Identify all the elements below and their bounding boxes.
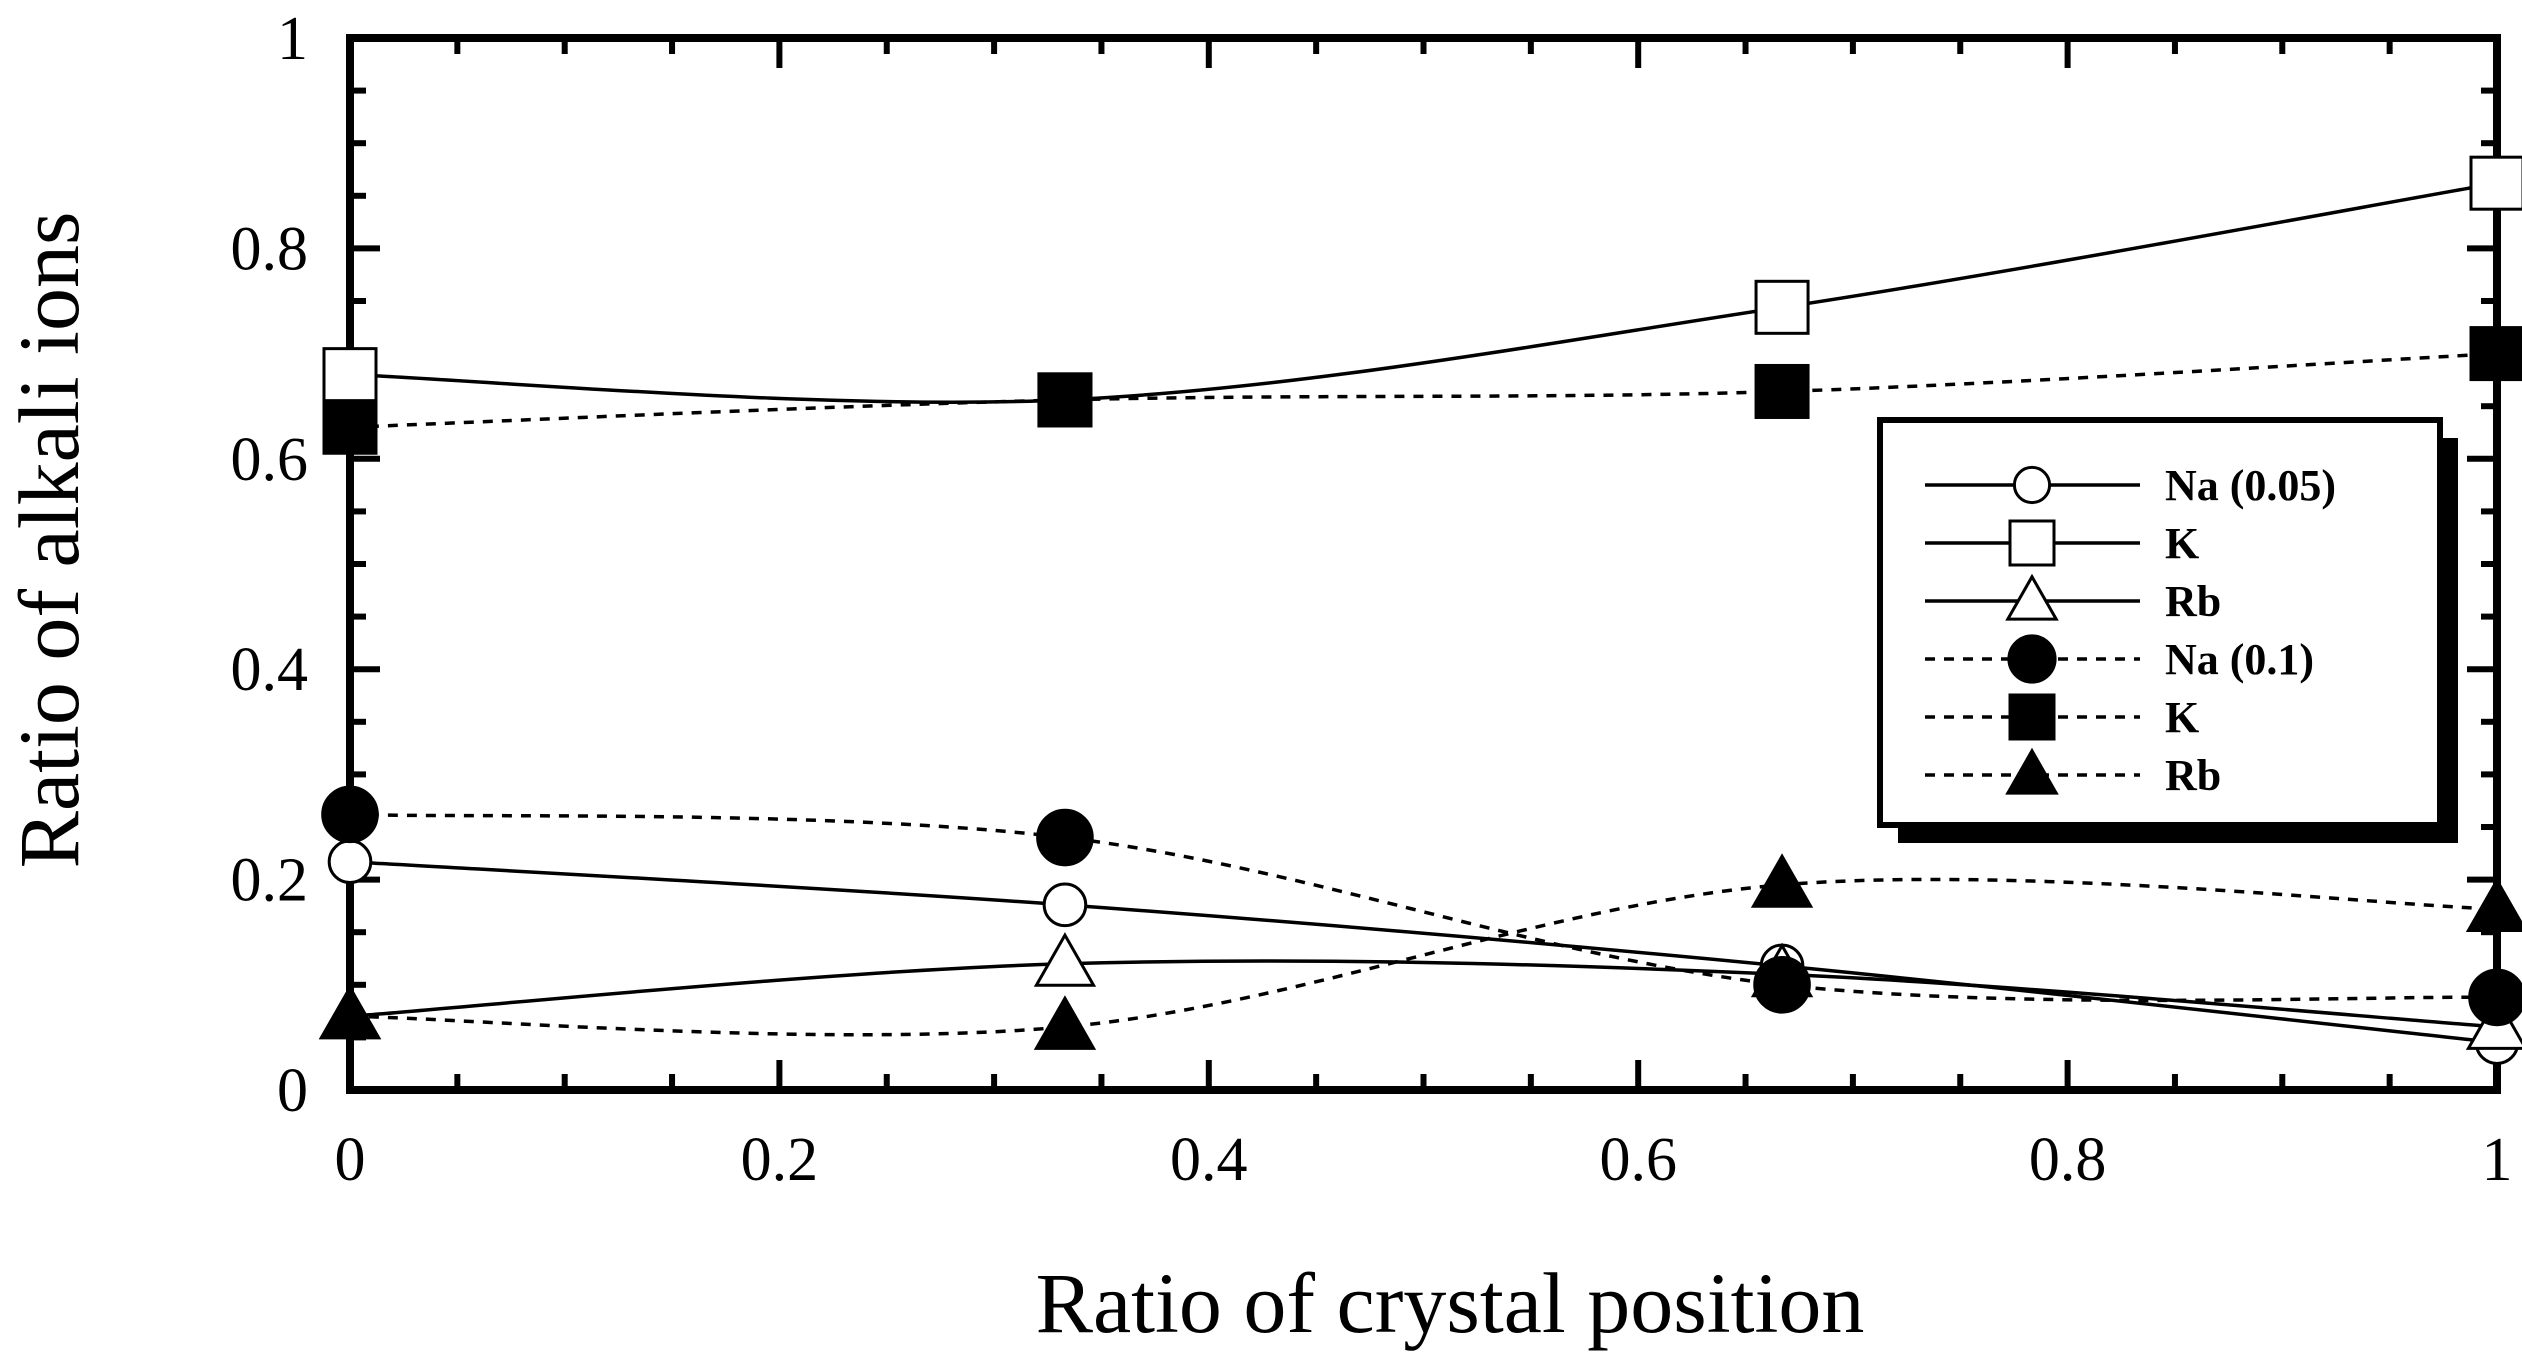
data-point-5-1 <box>1033 995 1097 1050</box>
legend-marker-4 <box>2008 693 2056 741</box>
legend-label-2: Rb <box>2165 577 2221 626</box>
y-tick-label: 0 <box>277 1057 308 1125</box>
tick-labels: 0 0.2 0.4 0.6 0.8 1 0 0.2 0.4 0.6 0.8 1 <box>231 5 2513 1194</box>
x-tick-label: 0.4 <box>1170 1126 1248 1194</box>
data-point-1-3 <box>2469 155 2522 211</box>
x-tick-label: 0.8 <box>2029 1126 2107 1194</box>
y-tick-label: 0.8 <box>231 215 309 283</box>
legend-label-1: K <box>2165 519 2199 568</box>
legend-marker-3 <box>2007 634 2057 684</box>
series-line-5 <box>349 877 2498 1037</box>
data-point-5-0 <box>318 984 382 1040</box>
y-tick-label: 0.2 <box>231 847 309 915</box>
data-point-2-1 <box>1033 932 1097 987</box>
legend-label-3: Na (0.1) <box>2165 635 2314 684</box>
data-point-3-3 <box>2468 968 2522 1027</box>
data-point-4-2 <box>1754 363 1810 419</box>
legend-label-5: Rb <box>2165 751 2221 800</box>
y-tick-label: 0.6 <box>231 426 309 494</box>
legend-marker-1 <box>2008 519 2056 567</box>
y-axis-title: Ratio of alkali ions <box>1 212 97 869</box>
series-line-3 <box>349 812 2498 1003</box>
y-tick-label: 1 <box>277 5 308 73</box>
data-point-4-1 <box>1037 372 1093 428</box>
data-point-3-0 <box>321 785 379 844</box>
legend-marker-2 <box>2005 573 2059 621</box>
data-point-5-3 <box>2465 877 2522 933</box>
data-point-1-0 <box>322 347 378 403</box>
data-point-3-1 <box>1036 808 1094 867</box>
data-point-4-3 <box>2469 326 2522 382</box>
x-tick-label: 0.6 <box>1599 1126 1677 1194</box>
legend-label-4: K <box>2165 693 2199 742</box>
series-line-1 <box>349 181 2498 404</box>
legend: Na (0.05) K Rb Na (0.1) K Rb <box>1877 417 2458 843</box>
data-point-5-2 <box>1750 853 1814 908</box>
series-line-4 <box>349 351 2498 429</box>
y-tick-label: 0.4 <box>231 636 309 704</box>
x-axis-title: Ratio of crystal position <box>1036 1255 1865 1351</box>
data-point-0-0 <box>327 839 373 885</box>
data-point-0-1 <box>1042 882 1088 928</box>
legend-marker-5 <box>2005 747 2059 795</box>
data-point-1-2 <box>1754 279 1810 335</box>
legend-marker-0 <box>2012 465 2052 505</box>
x-tick-label: 0.2 <box>741 1126 819 1194</box>
data-point-3-2 <box>1753 956 1811 1014</box>
x-tick-label: 1 <box>2482 1126 2513 1194</box>
series-layer <box>318 155 2522 1065</box>
data-point-4-0 <box>322 399 378 455</box>
x-tick-label: 0 <box>335 1126 366 1194</box>
legend-label-0: Na (0.05) <box>2165 461 2336 510</box>
series-line-0 <box>349 859 2498 1045</box>
series-line-2 <box>349 959 2498 1029</box>
legend-box <box>1877 417 2443 828</box>
